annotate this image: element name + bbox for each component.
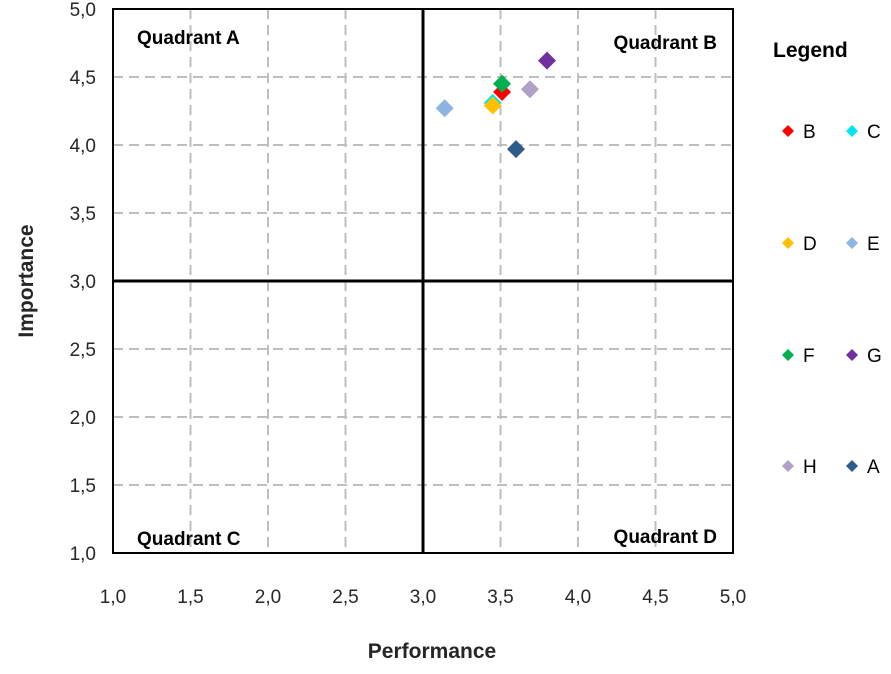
quadrant-label-a: Quadrant A xyxy=(137,28,240,49)
y-tick-label: 4,0 xyxy=(70,136,96,157)
point-h xyxy=(520,80,539,99)
point-g xyxy=(538,51,556,70)
x-tick-label: 2,0 xyxy=(255,587,281,608)
x-tick-labels: 1,0 1,5 2,0 2,5 3,0 3,5 4,0 4,5 5,0 xyxy=(100,587,746,608)
legend-label-a: A xyxy=(867,457,880,478)
legend-label-g: G xyxy=(867,346,882,367)
legend-marker-h xyxy=(782,460,794,472)
y-tick-label: 3,5 xyxy=(70,204,96,225)
x-tick-label: 1,5 xyxy=(177,587,203,608)
legend-marker-d xyxy=(782,237,794,249)
y-tick-label: 2,0 xyxy=(70,408,96,429)
legend-marker-f xyxy=(782,349,794,361)
point-a xyxy=(507,140,525,159)
x-tick-label: 3,0 xyxy=(410,587,436,608)
quadrant-label-b: Quadrant B xyxy=(614,33,717,54)
x-tick-label: 4,0 xyxy=(565,587,591,608)
legend-label-e: E xyxy=(867,234,880,255)
legend-label-c: C xyxy=(867,122,881,143)
legend-marker-a xyxy=(846,460,858,472)
y-tick-label: 3,0 xyxy=(70,272,96,293)
x-axis-title: Performance xyxy=(368,640,496,663)
legend-title: Legend xyxy=(773,39,848,62)
y-tick-label: 1,5 xyxy=(70,476,96,497)
legend-marker-g xyxy=(846,349,858,361)
quadrant-lines xyxy=(113,9,733,553)
point-d xyxy=(483,96,502,115)
y-axis-title: Importance xyxy=(15,224,38,337)
legend-label-b: B xyxy=(803,122,816,143)
point-f xyxy=(493,74,512,93)
x-tick-label: 3,5 xyxy=(487,587,513,608)
legend-label-f: F xyxy=(803,346,815,367)
legend-marker-e xyxy=(846,237,858,249)
x-tick-label: 5,0 xyxy=(720,587,746,608)
quadrant-label-c: Quadrant C xyxy=(137,529,241,550)
x-tick-label: 2,5 xyxy=(332,587,358,608)
legend-marker-b xyxy=(782,125,794,137)
quadrant-label-d: Quadrant D xyxy=(614,527,717,548)
point-e xyxy=(435,99,454,118)
legend-label-h: H xyxy=(803,457,817,478)
y-tick-label: 5,0 xyxy=(70,0,96,21)
legend: B C D E F G H A xyxy=(782,122,882,478)
x-tick-label: 4,5 xyxy=(642,587,668,608)
x-tick-label: 1,0 xyxy=(100,587,126,608)
y-tick-labels: 1,0 1,5 2,0 2,5 3,0 3,5 4,0 4,5 5,0 xyxy=(70,0,96,565)
legend-marker-c xyxy=(846,125,858,137)
data-points xyxy=(435,51,556,159)
y-tick-label: 4,5 xyxy=(70,68,96,89)
legend-label-d: D xyxy=(803,234,817,255)
y-tick-label: 2,5 xyxy=(70,340,96,361)
plot-border xyxy=(112,8,734,554)
y-tick-label: 1,0 xyxy=(70,544,96,565)
